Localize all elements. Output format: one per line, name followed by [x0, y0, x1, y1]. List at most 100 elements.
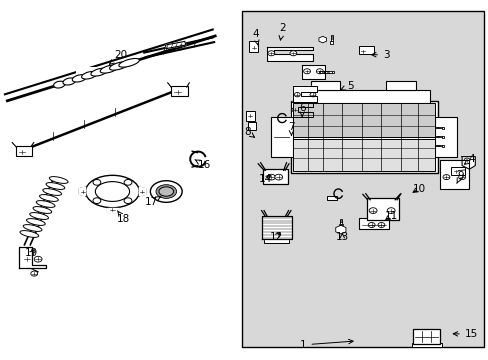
Ellipse shape	[85, 175, 139, 208]
Bar	[411, 343, 441, 347]
Text: 9: 9	[456, 171, 463, 184]
Circle shape	[93, 198, 101, 203]
Circle shape	[23, 256, 31, 262]
Bar	[359, 218, 388, 229]
Ellipse shape	[36, 201, 55, 207]
Polygon shape	[461, 157, 474, 169]
Text: 6: 6	[298, 103, 305, 116]
Ellipse shape	[159, 187, 173, 196]
Circle shape	[139, 189, 144, 194]
Text: 14: 14	[258, 174, 271, 184]
Polygon shape	[261, 216, 292, 239]
Text: 10: 10	[412, 184, 425, 194]
Polygon shape	[330, 35, 332, 41]
Ellipse shape	[20, 231, 39, 237]
Ellipse shape	[33, 207, 52, 213]
Ellipse shape	[109, 62, 128, 70]
Circle shape	[294, 93, 300, 97]
Circle shape	[250, 45, 256, 50]
Polygon shape	[318, 71, 326, 73]
Text: 16: 16	[195, 160, 211, 170]
Polygon shape	[441, 126, 444, 129]
Ellipse shape	[119, 58, 139, 67]
Ellipse shape	[49, 177, 68, 183]
Circle shape	[463, 158, 469, 162]
Polygon shape	[106, 208, 118, 212]
Circle shape	[452, 169, 458, 174]
Ellipse shape	[46, 183, 64, 189]
Polygon shape	[301, 65, 325, 79]
Bar	[248, 122, 256, 130]
Circle shape	[124, 180, 132, 185]
Text: 15: 15	[452, 329, 477, 339]
Circle shape	[34, 256, 42, 262]
Bar	[301, 69, 306, 74]
Text: 18: 18	[116, 211, 130, 224]
Polygon shape	[331, 71, 334, 73]
Bar	[439, 160, 468, 189]
Ellipse shape	[95, 181, 129, 201]
Bar	[298, 90, 429, 103]
Circle shape	[80, 189, 86, 194]
Circle shape	[303, 69, 310, 74]
Bar	[366, 198, 398, 220]
Text: 19: 19	[25, 248, 39, 258]
Polygon shape	[329, 41, 333, 44]
Text: 3: 3	[371, 50, 389, 60]
Ellipse shape	[40, 195, 58, 201]
Bar	[293, 103, 434, 137]
Bar	[320, 69, 325, 74]
Bar	[242, 11, 483, 347]
Polygon shape	[165, 41, 185, 49]
Circle shape	[93, 180, 101, 185]
Polygon shape	[323, 71, 331, 73]
Circle shape	[289, 51, 296, 56]
Polygon shape	[326, 71, 329, 73]
Text: 8: 8	[244, 127, 254, 138]
Bar	[263, 169, 287, 184]
Bar	[171, 86, 188, 96]
Circle shape	[124, 198, 132, 203]
Ellipse shape	[156, 185, 176, 198]
Circle shape	[359, 49, 365, 53]
Polygon shape	[441, 144, 444, 147]
Polygon shape	[139, 187, 145, 196]
Circle shape	[309, 93, 315, 97]
Circle shape	[173, 89, 182, 95]
Bar	[271, 117, 293, 157]
Circle shape	[442, 175, 449, 180]
Circle shape	[18, 149, 26, 155]
Circle shape	[367, 222, 374, 228]
Circle shape	[458, 175, 465, 180]
Text: 17: 17	[144, 197, 161, 207]
Circle shape	[267, 51, 274, 56]
Text: 13: 13	[335, 231, 348, 242]
Polygon shape	[339, 219, 341, 224]
Bar	[434, 117, 456, 157]
Circle shape	[386, 208, 394, 213]
Bar	[326, 196, 337, 200]
Bar	[245, 111, 254, 121]
Circle shape	[31, 271, 38, 276]
Text: 11: 11	[384, 211, 397, 221]
Ellipse shape	[23, 225, 42, 231]
Ellipse shape	[26, 219, 45, 225]
Bar	[264, 238, 288, 243]
Polygon shape	[335, 225, 345, 234]
Text: 7: 7	[287, 122, 294, 135]
Polygon shape	[433, 136, 441, 138]
Circle shape	[247, 114, 253, 118]
Ellipse shape	[54, 81, 65, 88]
Ellipse shape	[43, 189, 61, 195]
Polygon shape	[290, 102, 312, 117]
Ellipse shape	[91, 68, 107, 76]
Bar	[450, 167, 464, 175]
Text: 20: 20	[109, 50, 127, 64]
Polygon shape	[433, 145, 441, 147]
Polygon shape	[79, 187, 85, 196]
Ellipse shape	[81, 72, 97, 79]
Polygon shape	[441, 135, 444, 138]
Bar	[412, 329, 439, 344]
Text: 12: 12	[269, 231, 283, 242]
Bar	[16, 146, 32, 156]
